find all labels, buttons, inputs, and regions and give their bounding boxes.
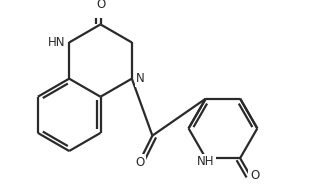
Text: N: N bbox=[136, 72, 145, 85]
Text: O: O bbox=[250, 169, 259, 182]
Text: HN: HN bbox=[48, 36, 66, 49]
Text: O: O bbox=[135, 156, 144, 169]
Text: O: O bbox=[96, 0, 105, 11]
Text: NH: NH bbox=[197, 155, 214, 168]
